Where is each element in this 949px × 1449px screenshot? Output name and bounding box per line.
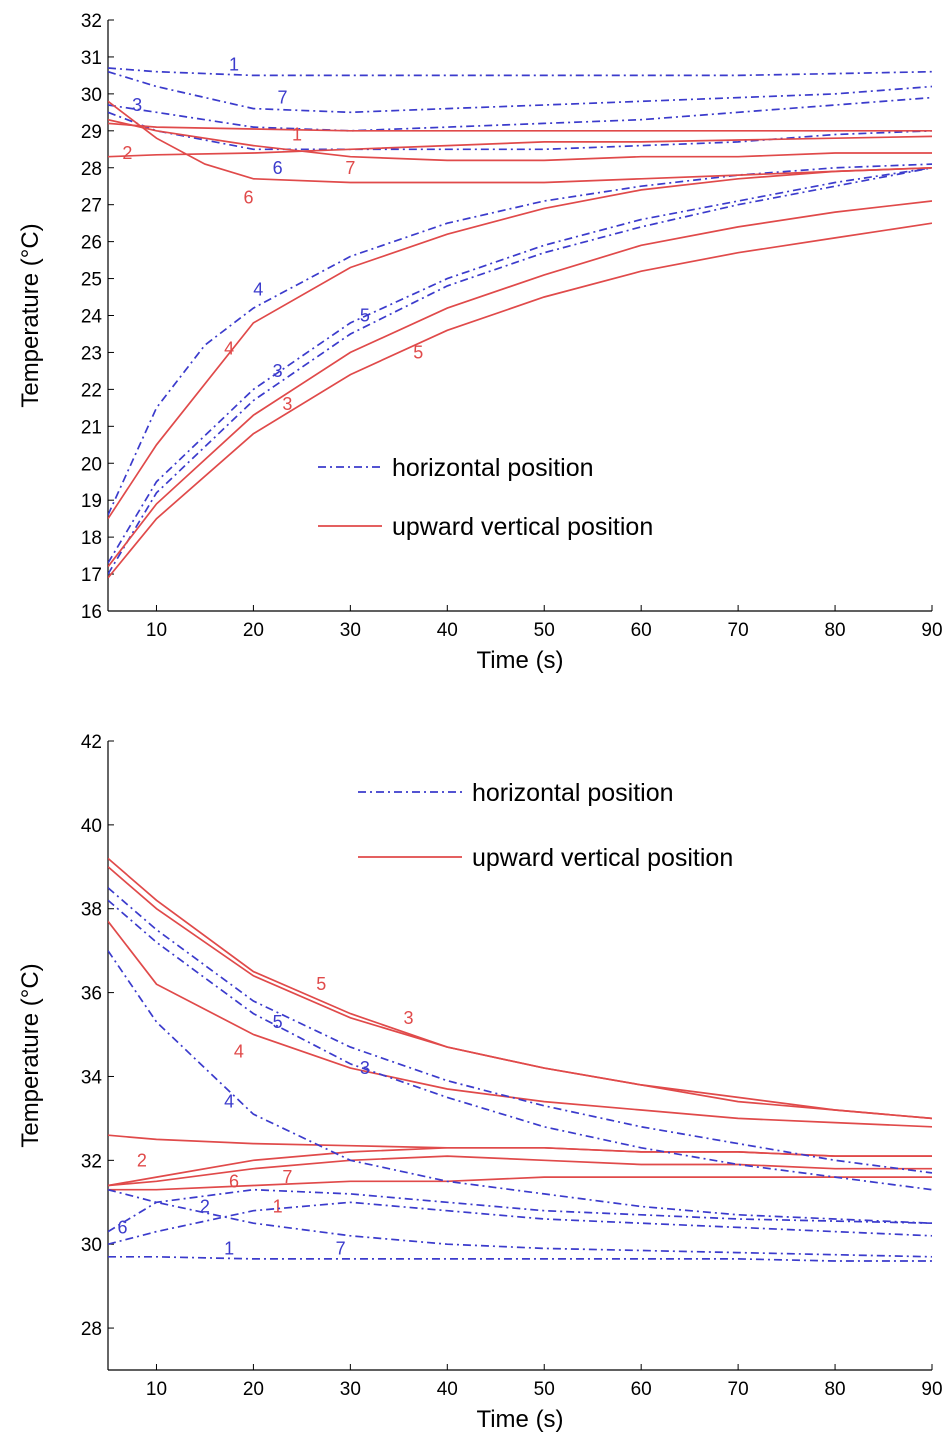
series-horizontal-3-line: [108, 98, 932, 131]
y-tick-label: 32: [81, 1151, 102, 1172]
x-tick-label: 90: [921, 620, 942, 641]
x-tick-label: 50: [534, 1379, 555, 1400]
series-vertical-3-line: [108, 867, 932, 1119]
series-horizontal-6-label: 6: [273, 158, 283, 178]
y-axis-title: Temperature (°C): [17, 223, 44, 407]
y-tick-label: 20: [81, 454, 102, 475]
y-tick-label: 21: [81, 417, 102, 438]
legend-vertical-label: upward vertical position: [392, 513, 653, 541]
y-tick-label: 30: [81, 85, 102, 106]
series-vertical-5-line: [108, 201, 932, 567]
series-horizontal-6-line: [108, 1190, 932, 1232]
y-tick-label: 26: [81, 233, 102, 254]
series-horizontal-4-label: 4: [253, 280, 263, 300]
y-tick-label: 32: [81, 11, 102, 32]
legend: horizontal position upward vertical posit…: [358, 779, 733, 872]
x-tick-label: 80: [824, 620, 845, 641]
legend-horizontal-label: horizontal position: [472, 779, 674, 807]
y-tick-label: 27: [81, 196, 102, 217]
series-vertical-6-label: 6: [244, 187, 254, 207]
series-vertical-7-label: 7: [345, 158, 355, 178]
y-tick-label: 22: [81, 380, 102, 401]
series-horizontal-3-label: 3: [132, 95, 142, 115]
x-tick-label: 70: [728, 620, 749, 641]
series-vertical-3-label: 3: [282, 394, 292, 414]
y-tick-label: 24: [81, 307, 103, 328]
series-horizontal-7-label: 7: [277, 88, 287, 108]
y-tick-label: 25: [81, 270, 102, 291]
series-vertical-2-line: [108, 1135, 932, 1156]
x-tick-label: 20: [243, 620, 264, 641]
x-axis-title: Time (s): [476, 1406, 563, 1433]
series-vertical-6-label: 6: [229, 1171, 239, 1191]
legend-vertical-label: upward vertical position: [472, 844, 733, 872]
series-horizontal-4-label: 4: [224, 1092, 234, 1112]
x-tick-label: 40: [437, 620, 458, 641]
series-horizontal-5-label: 5: [360, 306, 370, 326]
series-vertical-3-label: 3: [404, 1008, 414, 1028]
x-tick-label: 30: [340, 620, 361, 641]
series-vertical-7-line: [108, 120, 932, 161]
series-horizontal-5-line: [108, 888, 932, 1173]
y-tick-label: 36: [81, 984, 102, 1005]
series-vertical-2-label: 2: [137, 1150, 147, 1170]
x-tick-label: 80: [824, 1379, 845, 1400]
series-vertical-2-label: 2: [122, 143, 132, 163]
x-tick-label: 60: [631, 620, 652, 641]
y-tick-label: 16: [81, 602, 102, 623]
x-tick-label: 30: [340, 1379, 361, 1400]
series-horizontal-3-label: 3: [273, 361, 283, 381]
series-horizontal-3-line: [108, 900, 932, 1189]
series-vertical-4-label: 4: [224, 339, 234, 359]
y-tick-label: 42: [81, 732, 102, 753]
series-horizontal-2-label: 2: [200, 1196, 210, 1216]
series-horizontal-1-label: 1: [229, 54, 239, 74]
y-axis-title: Temperature (°C): [17, 963, 44, 1147]
y-tick-label: 18: [81, 528, 102, 549]
series-vertical-1-label: 1: [292, 125, 302, 145]
series-vertical-1-line: [108, 123, 932, 130]
y-tick-label: 19: [81, 491, 102, 512]
series-vertical-5-line: [108, 858, 932, 1118]
series-horizontal-6-label: 6: [118, 1217, 128, 1237]
series-horizontal-1-label: 1: [224, 1238, 234, 1258]
x-axis-title: Time (s): [476, 647, 563, 674]
series-horizontal-5-line: [108, 168, 932, 563]
y-tick-label: 31: [81, 48, 102, 69]
chart-1: 10 20 30 40 50 60 70 80 901617181920212223242526…: [17, 11, 943, 674]
legend: horizontal position upward vertical posit…: [318, 454, 653, 541]
y-tick-label: 17: [81, 565, 102, 586]
y-tick-label: 29: [81, 122, 102, 143]
series-horizontal-5-label: 5: [273, 1012, 283, 1032]
y-tick-label: 34: [81, 1067, 103, 1088]
x-tick-label: 60: [631, 1379, 652, 1400]
legend-horizontal-label: horizontal position: [392, 454, 594, 482]
x-tick-label: 50: [534, 620, 555, 641]
series-horizontal-3-label: 3: [360, 1058, 370, 1078]
x-tick-label: 40: [437, 1379, 458, 1400]
x-tick-label: 20: [243, 1379, 264, 1400]
x-tick-label: 10: [146, 1379, 167, 1400]
x-tick-label: 70: [728, 1379, 749, 1400]
series-vertical-4-label: 4: [234, 1041, 244, 1061]
y-tick-label: 28: [81, 1319, 102, 1340]
y-tick-label: 30: [81, 1235, 102, 1256]
y-tick-label: 23: [81, 343, 102, 364]
series-horizontal-7-label: 7: [336, 1238, 346, 1258]
series-vertical-1-label: 1: [273, 1196, 283, 1216]
y-tick-label: 38: [81, 900, 102, 921]
x-tick-label: 90: [921, 1379, 942, 1400]
x-tick-label: 10: [146, 620, 167, 641]
series-vertical-5-label: 5: [316, 974, 326, 994]
y-tick-label: 28: [81, 159, 102, 180]
y-tick-label: 40: [81, 816, 102, 837]
